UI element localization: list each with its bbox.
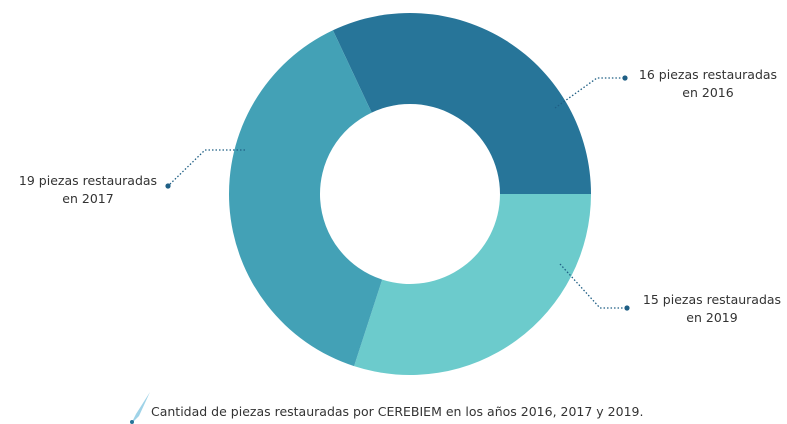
- leader-dot: [622, 75, 628, 81]
- leader-dot: [165, 183, 171, 189]
- slice-label: 19 piezas restauradas en 2017: [18, 173, 158, 206]
- leader-line: [167, 149, 245, 187]
- pen-icon: [130, 392, 150, 424]
- leader-line: [559, 263, 627, 309]
- donut-slice: [229, 30, 383, 367]
- leader-dot: [624, 305, 630, 311]
- slice-label: 15 piezas restauradas en 2019: [642, 292, 782, 325]
- caption: Cantidad de piezas restauradas por CEREB…: [151, 404, 644, 419]
- slice-label: 16 piezas restauradas en 2016: [638, 67, 778, 100]
- donut-slice: [354, 194, 591, 375]
- leader-line: [554, 77, 625, 109]
- donut-slice: [332, 13, 591, 195]
